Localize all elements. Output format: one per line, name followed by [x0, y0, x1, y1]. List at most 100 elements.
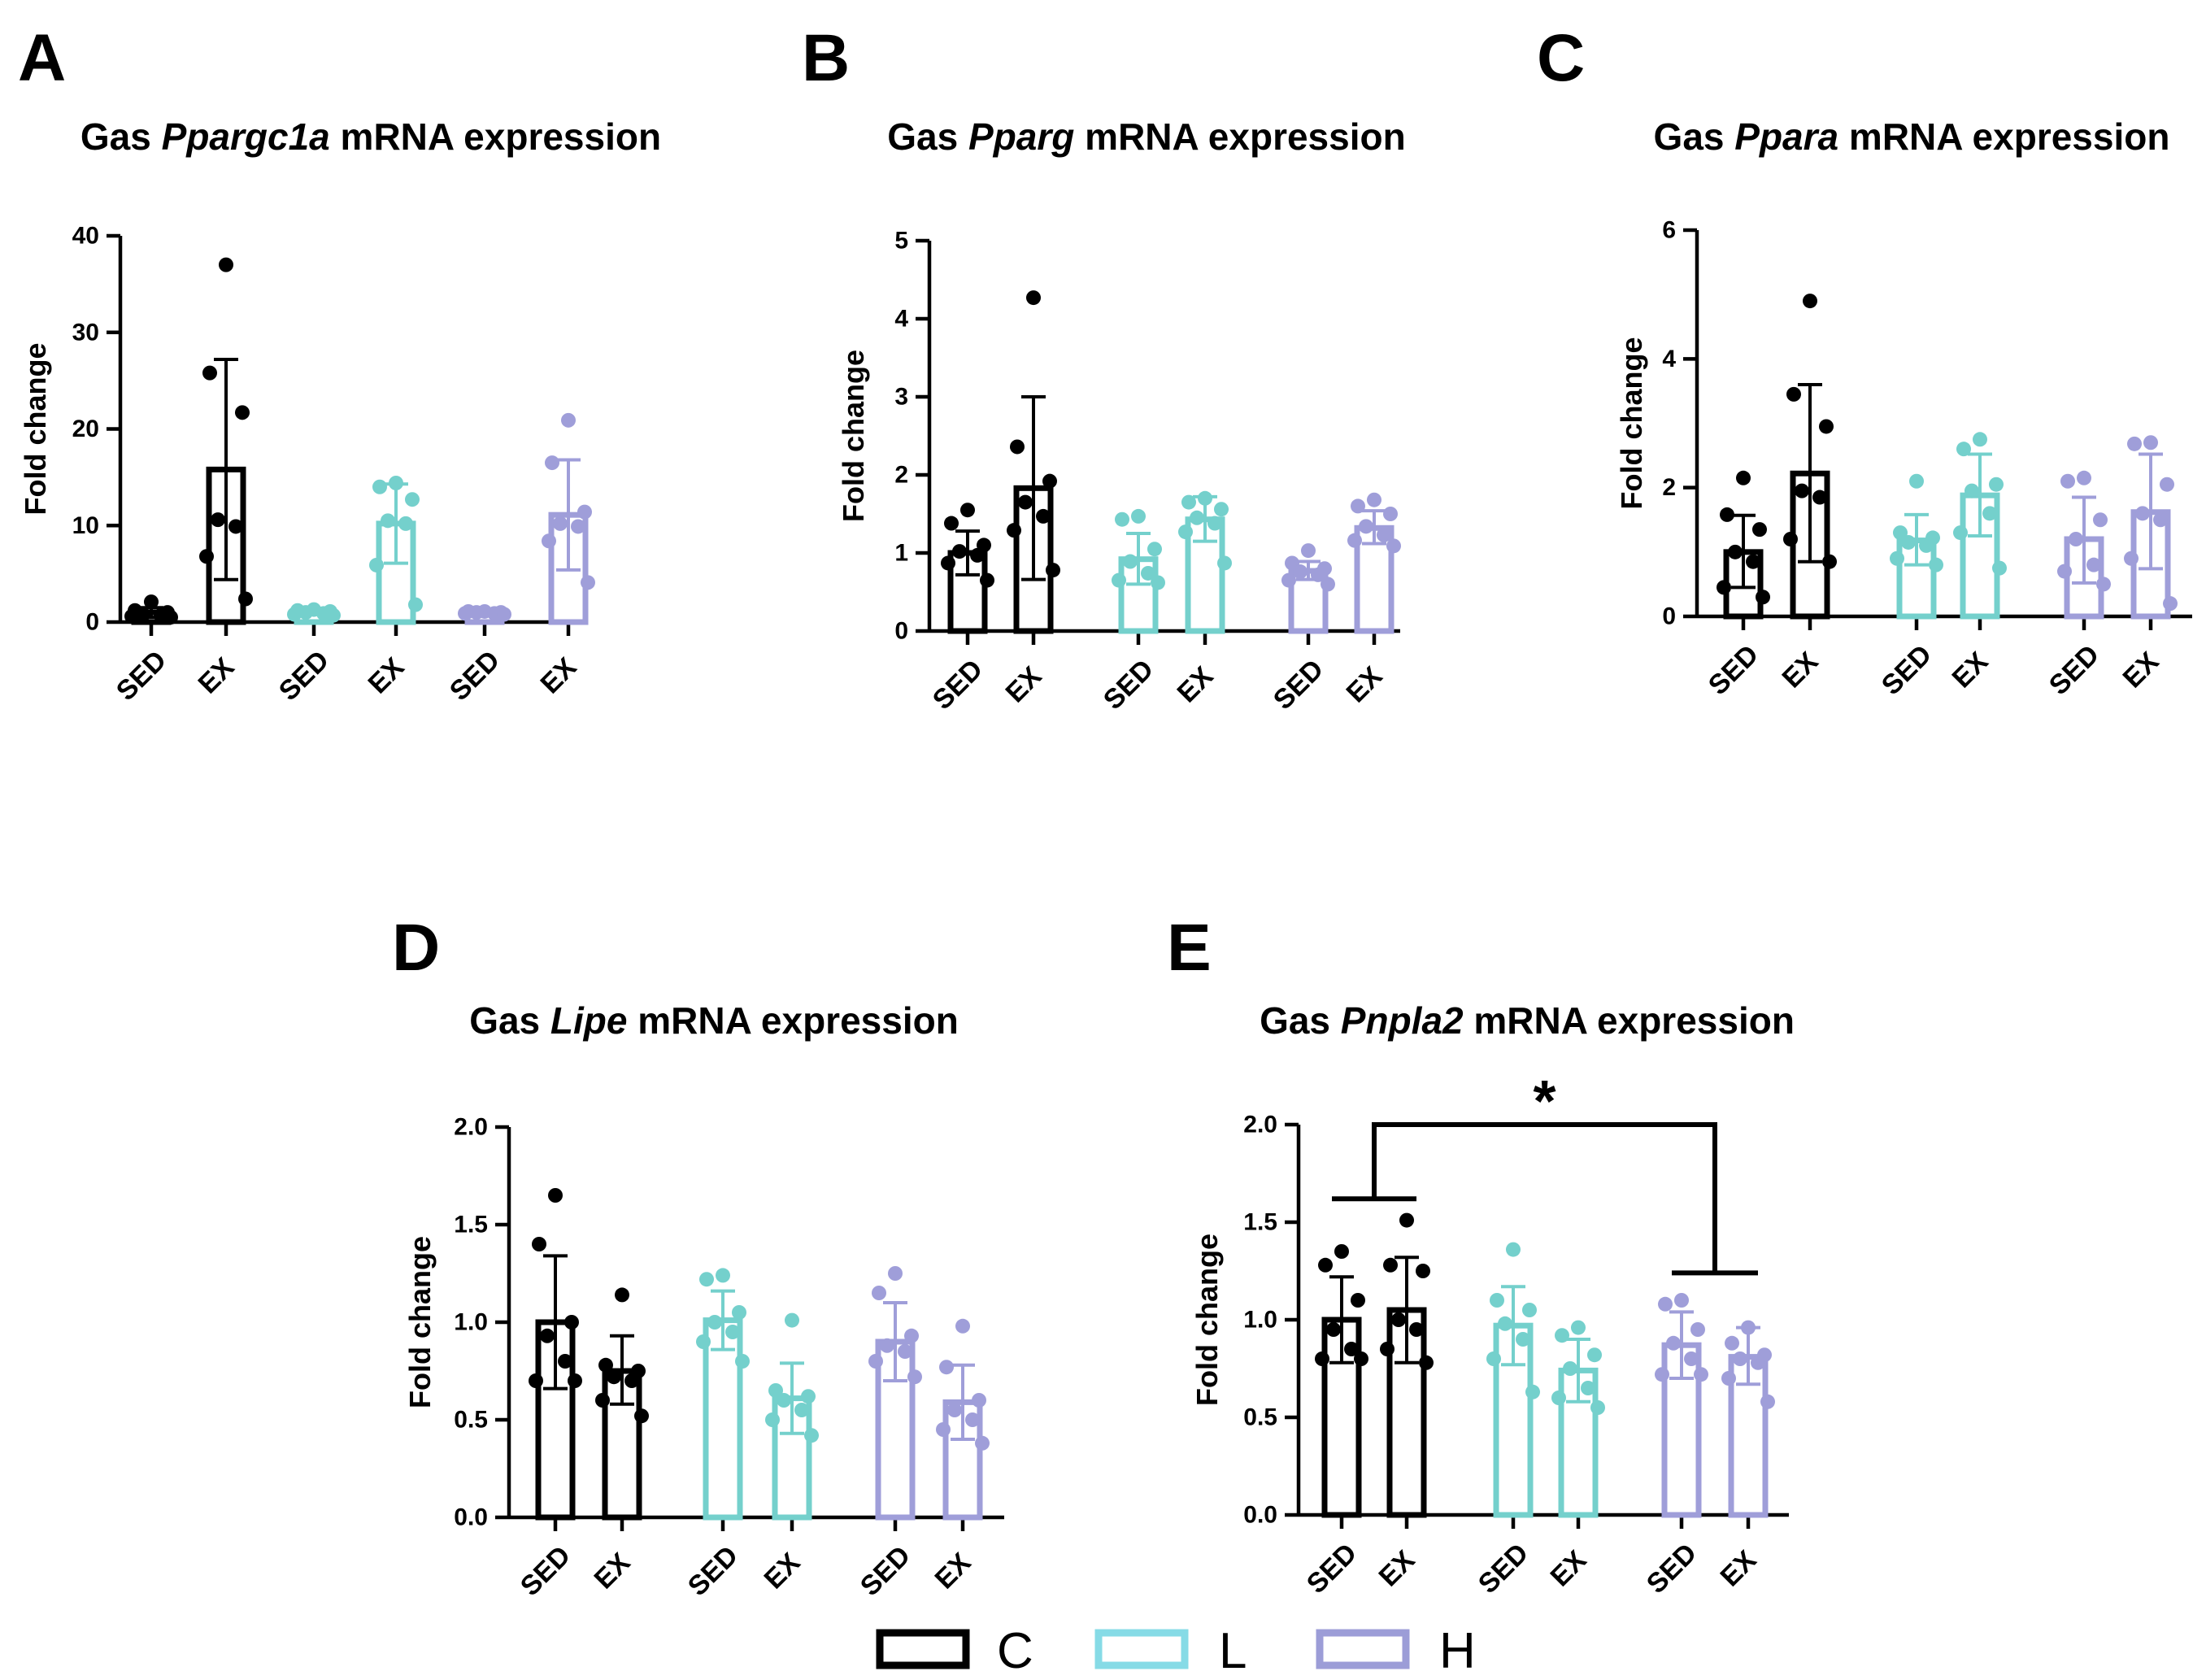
data-point	[1666, 1335, 1681, 1351]
data-point	[1973, 432, 1987, 447]
data-point	[1684, 1351, 1699, 1366]
data-point	[2086, 557, 2101, 572]
y-axis-label: Fold change	[837, 350, 870, 522]
data-point	[1819, 419, 1834, 434]
data-point	[1207, 516, 1222, 531]
data-point	[880, 1338, 894, 1353]
data-point	[1383, 1257, 1398, 1273]
data-point	[1315, 1351, 1329, 1366]
x-category-label: EX	[535, 651, 583, 699]
data-point	[1026, 290, 1041, 306]
data-point	[732, 1305, 746, 1320]
data-point	[219, 257, 233, 272]
y-tick-label: 40	[72, 223, 99, 250]
data-point	[372, 479, 387, 494]
data-point	[1674, 1293, 1689, 1308]
data-point	[1655, 1367, 1669, 1382]
data-point	[1334, 1244, 1349, 1259]
data-point	[238, 591, 253, 607]
data-point	[1178, 524, 1193, 540]
data-point	[634, 1408, 649, 1424]
legend-label: L	[1219, 1623, 1247, 1679]
x-category-label: EX	[589, 1547, 637, 1595]
data-point	[615, 1287, 629, 1303]
x-category-label: SED	[515, 1540, 577, 1602]
title-gene: Ppara	[1734, 115, 1838, 158]
data-point	[1498, 1316, 1512, 1331]
data-point	[1890, 551, 1904, 566]
y-tick-label: 1.5	[1243, 1209, 1277, 1236]
data-point	[1795, 483, 1809, 498]
data-point	[872, 1286, 886, 1300]
data-point	[1112, 572, 1126, 588]
y-tick-label: 1.0	[1243, 1307, 1277, 1334]
data-point	[1736, 470, 1751, 485]
data-point	[624, 1373, 639, 1388]
data-point	[2057, 564, 2072, 579]
data-point	[2124, 551, 2139, 566]
data-point	[952, 544, 967, 559]
data-point	[1717, 580, 1731, 595]
data-point	[571, 519, 585, 534]
data-point	[598, 1357, 613, 1373]
data-point	[904, 1328, 919, 1343]
bar-group-c-sed: SED	[927, 503, 994, 716]
data-point	[1919, 538, 1934, 553]
data-point	[1010, 439, 1025, 455]
data-point	[1190, 510, 1204, 525]
data-point	[1386, 538, 1401, 554]
data-point	[540, 1328, 555, 1343]
bar-group-c-sed: SED	[515, 1188, 582, 1602]
data-point	[1893, 525, 1908, 541]
data-point	[568, 1373, 582, 1388]
bar-group-c-ex: EX	[1000, 290, 1060, 708]
data-point	[2160, 477, 2174, 492]
y-tick-label: 1.5	[454, 1212, 488, 1238]
data-point	[801, 1389, 816, 1404]
data-point	[458, 606, 472, 621]
data-point	[1965, 483, 1979, 498]
data-point	[947, 1403, 962, 1417]
data-point	[389, 476, 403, 490]
panel-letter: C	[1537, 21, 1585, 95]
data-point	[545, 455, 559, 471]
data-point	[1522, 1303, 1537, 1317]
data-point	[1151, 575, 1165, 590]
bar-group-l-sed: SED	[273, 602, 341, 707]
bar-group-h-sed: SED	[855, 1266, 922, 1602]
data-point	[1321, 577, 1335, 592]
bar-group-h-ex: EX	[2117, 435, 2178, 694]
title-prefix: Gas	[469, 999, 540, 1042]
data-point	[1516, 1332, 1530, 1347]
x-category-label: EX	[1373, 1544, 1421, 1592]
data-point	[235, 405, 250, 420]
y-tick-label: 10	[72, 512, 99, 539]
data-point	[1756, 590, 1770, 605]
data-point	[1812, 490, 1827, 505]
title-prefix: Gas	[887, 115, 958, 158]
data-point	[532, 1237, 546, 1251]
data-point	[558, 1354, 572, 1369]
bar-group-l-sed: SED	[1098, 508, 1165, 716]
data-point	[1409, 1322, 1424, 1337]
bar-group-h-sed: SED	[2043, 470, 2111, 701]
bracket-line	[1332, 1122, 1758, 1276]
x-category-label: SED	[1098, 654, 1160, 716]
data-point	[1367, 492, 1381, 507]
data-point	[765, 1412, 780, 1427]
y-tick-label: 5	[894, 228, 908, 255]
y-axis-label: Fold change	[19, 342, 52, 515]
data-point	[735, 1354, 750, 1369]
data-point	[1953, 525, 1968, 541]
x-category-label: SED	[1473, 1538, 1534, 1599]
x-category-label: EX	[1341, 660, 1389, 708]
x-category-label: SED	[444, 645, 506, 707]
data-point	[972, 1393, 986, 1408]
y-tick-label: 3	[894, 384, 908, 411]
title-suffix: mRNA expression	[1473, 999, 1795, 1042]
data-point	[163, 610, 178, 625]
data-point	[1181, 494, 1196, 510]
x-category-label: EX	[193, 651, 241, 699]
data-point	[1351, 1293, 1365, 1308]
